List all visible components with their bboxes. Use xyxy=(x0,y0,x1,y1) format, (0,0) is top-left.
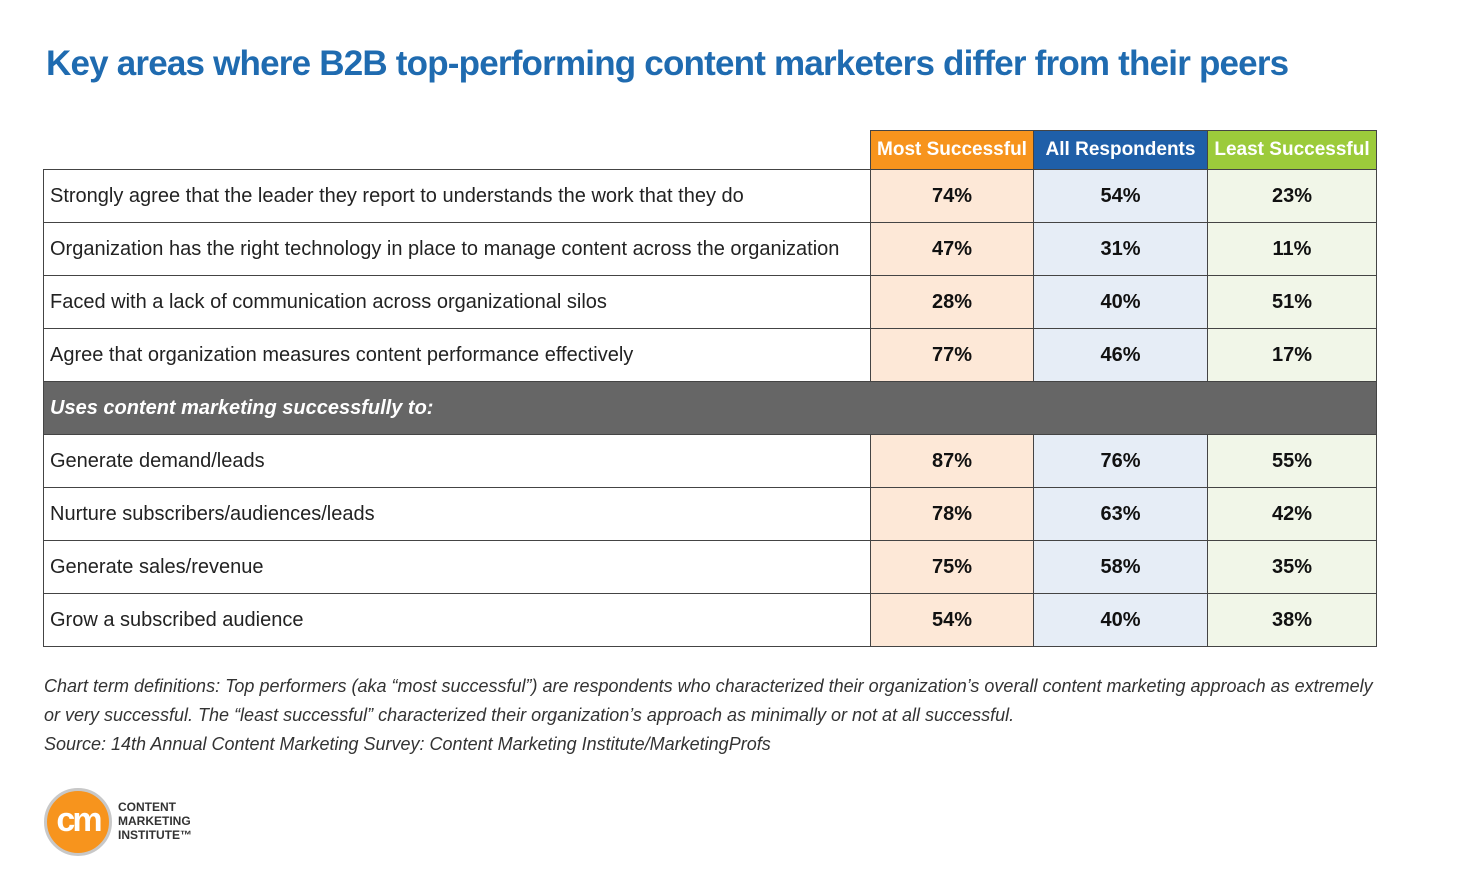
value-most-successful: 75% xyxy=(870,540,1034,594)
chart-title: Key areas where B2B top-performing conte… xyxy=(46,44,1289,83)
value-all-respondents: 46% xyxy=(1033,328,1208,382)
section-label: Uses content marketing successfully to: xyxy=(43,381,1377,435)
value-least-successful: 51% xyxy=(1207,275,1377,329)
table-row: Grow a subscribed audience 54% 40% 38% xyxy=(43,593,1377,647)
value-all-respondents: 31% xyxy=(1033,222,1208,276)
value-all-respondents: 63% xyxy=(1033,487,1208,541)
row-label: Organization has the right technology in… xyxy=(43,222,871,276)
row-label: Agree that organization measures content… xyxy=(43,328,871,382)
value-most-successful: 74% xyxy=(870,169,1034,223)
value-least-successful: 17% xyxy=(1207,328,1377,382)
value-least-successful: 42% xyxy=(1207,487,1377,541)
row-label: Generate sales/revenue xyxy=(43,540,871,594)
row-label: Nurture subscribers/audiences/leads xyxy=(43,487,871,541)
value-all-respondents: 54% xyxy=(1033,169,1208,223)
column-header-all-respondents: All Respondents xyxy=(1033,130,1208,170)
header-row: Most Successful All Respondents Least Su… xyxy=(43,130,1377,170)
table-row: Organization has the right technology in… xyxy=(43,222,1377,276)
value-all-respondents: 58% xyxy=(1033,540,1208,594)
value-least-successful: 23% xyxy=(1207,169,1377,223)
logo-line: CONTENT xyxy=(118,800,176,814)
value-all-respondents: 40% xyxy=(1033,593,1208,647)
source-note: Source: 14th Annual Content Marketing Su… xyxy=(44,734,771,754)
logo-wordmark: CONTENT MARKETING INSTITUTE™ xyxy=(118,800,192,842)
definitions-note: Chart term definitions: Top performers (… xyxy=(44,676,1373,725)
column-header-least-successful: Least Successful xyxy=(1207,130,1377,170)
logo-glyph: cm xyxy=(56,801,102,839)
value-most-successful: 28% xyxy=(870,275,1034,329)
footnotes: Chart term definitions: Top performers (… xyxy=(44,672,1374,759)
logo-line: MARKETING xyxy=(118,814,191,828)
section-header-row: Uses content marketing successfully to: xyxy=(43,381,1377,435)
value-most-successful: 87% xyxy=(870,434,1034,488)
table-row: Faced with a lack of communication acros… xyxy=(43,275,1377,329)
value-most-successful: 47% xyxy=(870,222,1034,276)
table-row: Strongly agree that the leader they repo… xyxy=(43,169,1377,223)
value-most-successful: 54% xyxy=(870,593,1034,647)
row-label: Faced with a lack of communication acros… xyxy=(43,275,871,329)
table-row: Nurture subscribers/audiences/leads 78% … xyxy=(43,487,1377,541)
value-least-successful: 11% xyxy=(1207,222,1377,276)
table-row: Generate demand/leads 87% 76% 55% xyxy=(43,434,1377,488)
value-all-respondents: 76% xyxy=(1033,434,1208,488)
table-row: Agree that organization measures content… xyxy=(43,328,1377,382)
column-header-most-successful: Most Successful xyxy=(870,130,1034,170)
logo-circle-icon xyxy=(44,788,112,856)
logo-line: INSTITUTE™ xyxy=(118,828,192,842)
value-least-successful: 35% xyxy=(1207,540,1377,594)
table-row: Generate sales/revenue 75% 58% 35% xyxy=(43,540,1377,594)
value-least-successful: 38% xyxy=(1207,593,1377,647)
header-blank-cell xyxy=(43,130,871,170)
value-most-successful: 77% xyxy=(870,328,1034,382)
data-table: Most Successful All Respondents Least Su… xyxy=(43,130,1377,647)
row-label: Grow a subscribed audience xyxy=(43,593,871,647)
value-all-respondents: 40% xyxy=(1033,275,1208,329)
row-label: Generate demand/leads xyxy=(43,434,871,488)
row-label: Strongly agree that the leader they repo… xyxy=(43,169,871,223)
value-most-successful: 78% xyxy=(870,487,1034,541)
value-least-successful: 55% xyxy=(1207,434,1377,488)
